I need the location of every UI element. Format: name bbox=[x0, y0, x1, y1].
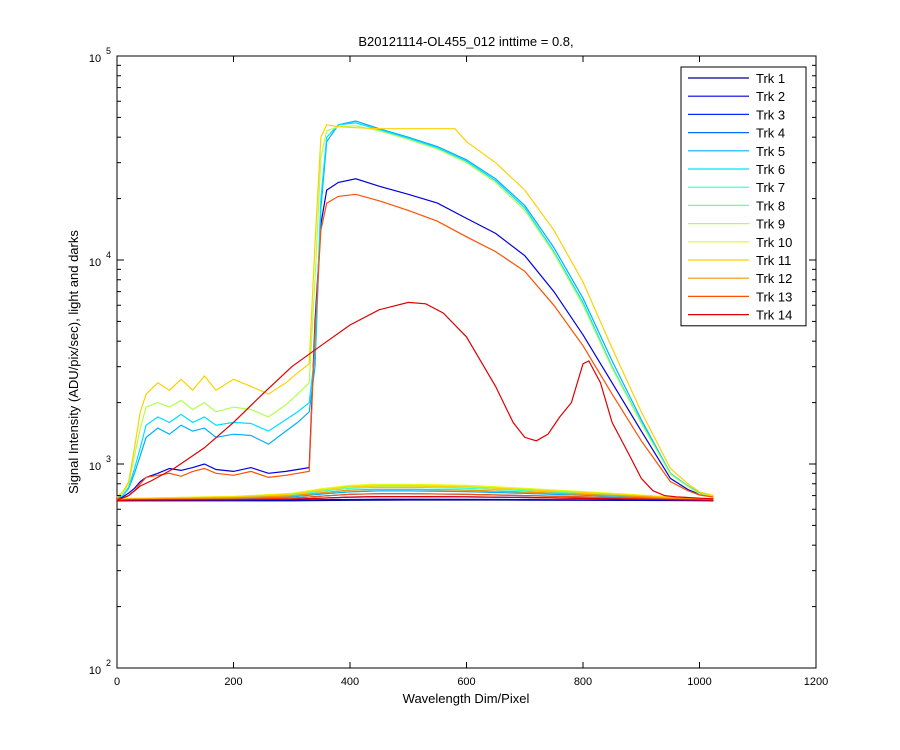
legend-label: Trk 12 bbox=[756, 271, 792, 286]
legend-label: Trk 2 bbox=[756, 89, 785, 104]
legend-label: Trk 8 bbox=[756, 198, 785, 213]
series-line-20 bbox=[116, 193, 714, 500]
legend-label: Trk 5 bbox=[756, 144, 785, 159]
legend-box bbox=[680, 66, 807, 327]
x-tick-label: 0 bbox=[114, 676, 120, 688]
legend-label: Trk 6 bbox=[756, 162, 785, 177]
series-line-12 bbox=[116, 488, 714, 501]
legend-label: Trk 10 bbox=[756, 235, 792, 250]
series-layer bbox=[116, 120, 714, 502]
series-line-18 bbox=[116, 125, 714, 498]
legend-label: Trk 1 bbox=[756, 71, 785, 86]
legend-label: Trk 9 bbox=[756, 217, 785, 232]
series-line-19 bbox=[116, 124, 714, 498]
y-tick-label: 10 bbox=[89, 53, 101, 65]
y-axis-label: Signal Intensity (ADU/pix/sec), light an… bbox=[66, 230, 81, 494]
axes-layer: 0 200 400 600 800 1000 1200 10 2 10 3 10 4 10 5 bbox=[89, 46, 828, 688]
y-tick-exponent: 4 bbox=[106, 250, 111, 260]
y-tick-label: 10 bbox=[89, 461, 101, 473]
series-line-2 bbox=[116, 498, 714, 502]
y-tick-exponent: 5 bbox=[106, 46, 111, 56]
x-tick-label: 1200 bbox=[804, 676, 828, 688]
legend-label: Trk 14 bbox=[756, 308, 792, 323]
series-line-14 bbox=[116, 496, 714, 502]
y-tick-label: 10 bbox=[89, 665, 101, 677]
legend-label: Trk 13 bbox=[756, 289, 792, 304]
series-line-21 bbox=[116, 301, 714, 501]
legend-label: Trk 11 bbox=[756, 253, 791, 268]
y-tick-exponent: 2 bbox=[106, 658, 111, 668]
y-tick-exponent: 3 bbox=[106, 454, 111, 464]
x-tick-label: 1000 bbox=[687, 676, 711, 688]
x-tick-label: 400 bbox=[341, 676, 359, 688]
series-line-16 bbox=[116, 120, 714, 499]
x-tick-label: 800 bbox=[574, 676, 592, 688]
legend-label: Trk 7 bbox=[756, 180, 785, 195]
legend-label: Trk 3 bbox=[756, 107, 785, 122]
series-line-11 bbox=[116, 485, 714, 501]
series-line-17 bbox=[116, 122, 714, 499]
x-tick-label: 200 bbox=[224, 676, 242, 688]
chart-title: B20121114-OL455_012 inttime = 0.8, bbox=[358, 34, 573, 49]
legend: Trk 1 Trk 2 Trk 3 Trk 4 Trk 5 Trk 6 Trk 7 Trk 8… bbox=[680, 66, 807, 327]
y-tick-label: 10 bbox=[89, 257, 101, 269]
x-axis-label: Wavelength Dim/Pixel bbox=[403, 691, 530, 706]
x-tick-label: 600 bbox=[457, 676, 475, 688]
legend-label: Trk 4 bbox=[756, 126, 785, 141]
